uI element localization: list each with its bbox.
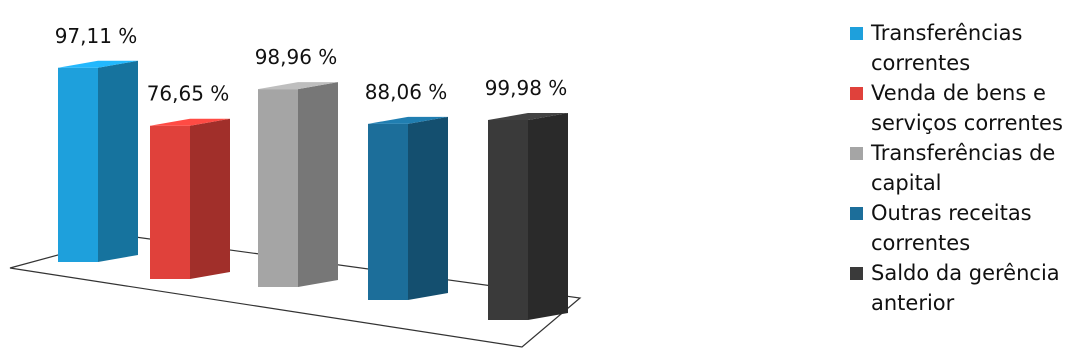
bar-front-face [368, 123, 408, 300]
legend-item: Transferências correntes [850, 18, 1065, 78]
data-label: 88,06 % [365, 80, 448, 104]
bar-front-face [150, 125, 190, 279]
legend-label: Venda de bens e serviços correntes [871, 81, 1063, 135]
bar-3 [258, 82, 338, 287]
bar-side-face [298, 82, 338, 287]
bar-1 [58, 60, 138, 262]
bar-side-face [98, 60, 138, 262]
bar-4 [368, 116, 448, 300]
legend-item: Outras receitas correntes [850, 198, 1065, 258]
bar-5 [488, 113, 568, 320]
legend-item: Saldo da gerência anterior [850, 258, 1065, 318]
legend-item: Venda de bens e serviços correntes [850, 78, 1065, 138]
bar-side-face [528, 113, 568, 320]
legend-item: Transferências de capital [850, 138, 1065, 198]
bar-top-face [258, 82, 338, 90]
legend-swatch [850, 267, 863, 280]
bar-front-face [58, 67, 98, 262]
data-label: 97,11 % [55, 24, 138, 48]
bar-side-face [408, 116, 448, 300]
legend-label: Outras receitas correntes [871, 201, 1032, 255]
bar-top-face [368, 116, 448, 124]
legend-swatch [850, 207, 863, 220]
legend-swatch [850, 87, 863, 100]
chart-legend: Transferências correntes Venda de bens e … [850, 18, 1065, 318]
bar-2 [150, 118, 230, 279]
bar-side-face [190, 118, 230, 279]
data-label: 99,98 % [485, 76, 568, 100]
bar-top-face [58, 60, 138, 68]
bar-front-face [488, 120, 528, 320]
data-label: 76,65 % [147, 82, 230, 106]
bar-top-face [150, 118, 230, 126]
legend-swatch [850, 147, 863, 160]
legend-swatch [850, 27, 863, 40]
legend-label: Saldo da gerência anterior [871, 261, 1060, 315]
legend-label: Transferências de capital [871, 141, 1056, 195]
bar-top-face [488, 113, 568, 121]
bar-front-face [258, 89, 298, 287]
data-label: 98,96 % [255, 45, 338, 69]
legend-label: Transferências correntes [871, 21, 1023, 75]
